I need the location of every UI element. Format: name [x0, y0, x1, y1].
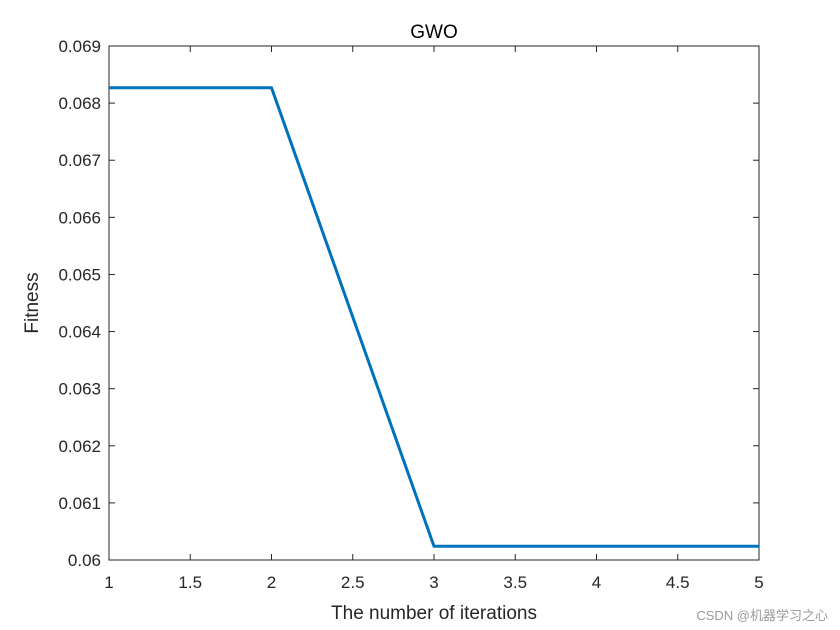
x-tick-label: 2.5 — [341, 573, 365, 592]
fitness-series-line — [109, 86, 759, 548]
x-axis-ticks: 1 1.5 2 2.5 3 3.5 4 4.5 5 — [104, 46, 764, 592]
chart-title: GWO — [410, 22, 458, 43]
series-layer — [109, 86, 759, 548]
x-tick-label: 5 — [754, 573, 763, 592]
y-tick-label: 0.067 — [58, 151, 101, 170]
y-tick-label: 0.069 — [58, 37, 101, 56]
x-tick-label: 3 — [429, 573, 438, 592]
x-axis-label: The number of iterations — [331, 603, 537, 624]
x-tick-label: 2 — [267, 573, 276, 592]
y-tick-label: 0.066 — [58, 208, 101, 227]
plot-area — [108, 45, 760, 561]
y-tick-label: 0.068 — [58, 94, 101, 113]
y-axis-label: Fitness — [22, 272, 43, 333]
x-tick-label: 4.5 — [666, 573, 690, 592]
y-tick-label: 0.063 — [58, 380, 101, 399]
x-tick-label: 3.5 — [503, 573, 527, 592]
y-tick-label: 0.06 — [68, 551, 101, 570]
y-tick-label: 0.064 — [58, 323, 101, 342]
y-axis-ticks: 0.06 0.061 0.062 0.063 0.064 0.065 0.066 0.067 0… — [58, 37, 759, 570]
watermark-text: CSDN @机器学习之心 — [696, 608, 828, 623]
y-tick-label: 0.065 — [58, 265, 101, 284]
y-tick-label: 0.062 — [58, 437, 101, 456]
x-tick-label: 4 — [592, 573, 601, 592]
x-tick-label: 1.5 — [178, 573, 202, 592]
x-tick-label: 1 — [104, 573, 113, 592]
y-tick-label: 0.061 — [58, 494, 101, 513]
